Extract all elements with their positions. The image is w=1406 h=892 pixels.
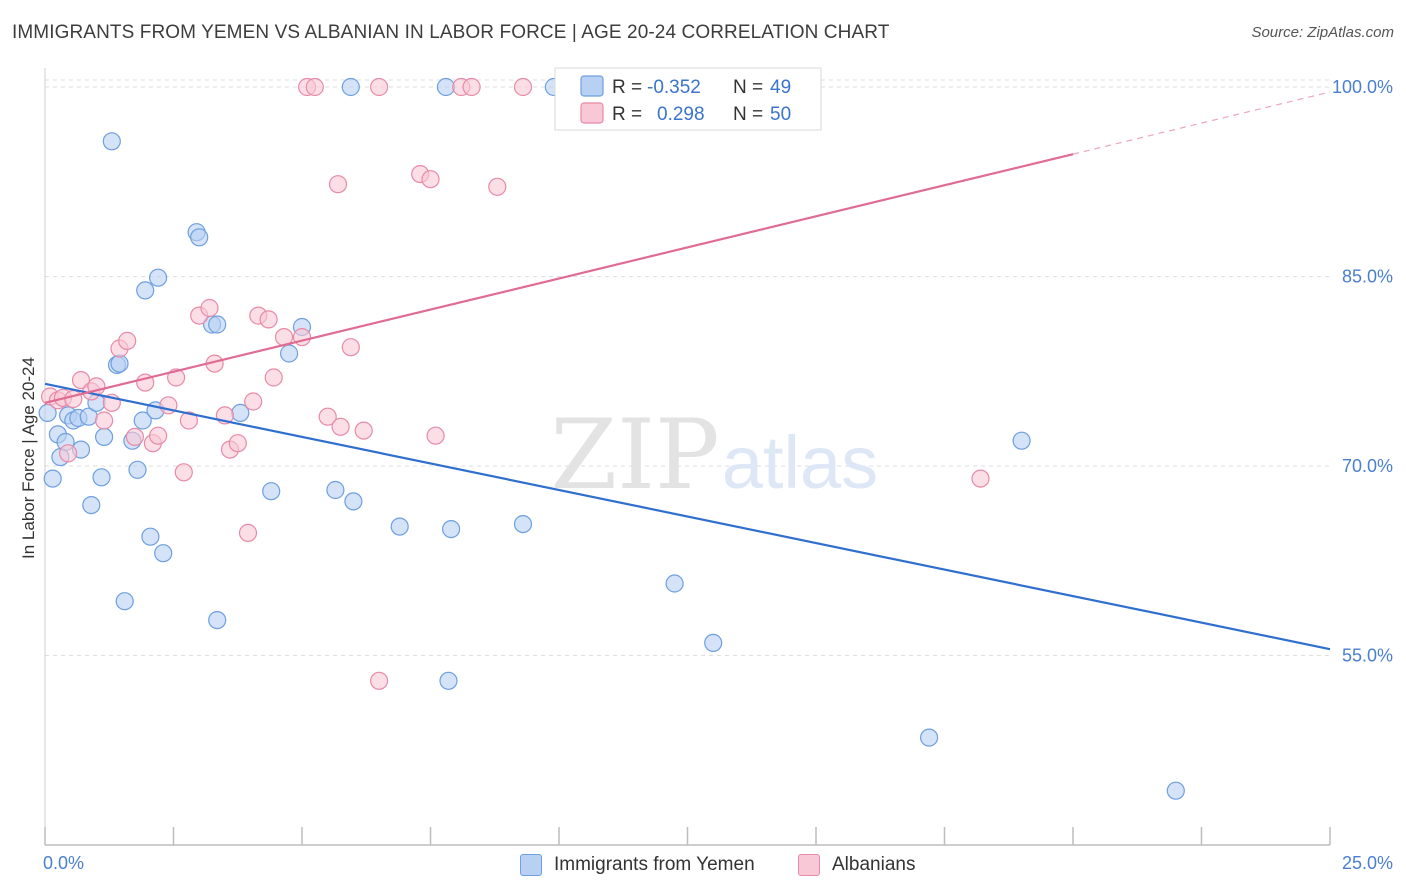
bottom-legend-swatch-yemen: [520, 854, 542, 876]
point-yemen-16: [110, 354, 129, 373]
point-albanians-34: [305, 77, 324, 97]
point-albanians-44: [426, 426, 445, 445]
point-albanians-37: [331, 417, 350, 436]
point-yemen-32: [262, 482, 281, 501]
y-tick-label-70: 70.0%: [1342, 456, 1393, 476]
bottom-legend-swatch-albanians: [798, 854, 820, 876]
trend-lines: [44, 91, 1331, 651]
point-albanians-19: [179, 411, 198, 430]
point-yemen-36: [341, 77, 360, 97]
bottom-legend-label-albanians: Albanians: [832, 854, 916, 875]
legend-r-value-yemen: -0.352: [647, 77, 701, 98]
point-yemen-17: [115, 592, 134, 611]
point-yemen-20: [133, 411, 152, 430]
point-albanians-35: [318, 407, 337, 426]
data-points: [38, 77, 1185, 800]
grid: [45, 79, 1330, 656]
point-albanians-30: [264, 368, 283, 387]
point-albanians-47: [488, 177, 507, 196]
legend-n-label-yemen: N =: [733, 77, 763, 98]
legend-swatch-albanians: [580, 102, 604, 124]
point-yemen-46: [919, 728, 939, 747]
bottom-legend-item-yemen: Immigrants from Yemen: [520, 852, 755, 878]
point-albanians-49: [971, 469, 990, 488]
point-yemen-24: [149, 268, 168, 287]
point-yemen-37: [344, 492, 363, 511]
point-albanians-40: [370, 77, 389, 97]
point-albanians-12: [125, 427, 144, 446]
point-yemen-14: [102, 132, 121, 151]
point-albanians-43: [421, 170, 440, 189]
point-albanians-8: [94, 411, 114, 430]
legend-r-label-albanians: R =: [612, 104, 642, 125]
point-yemen-38: [390, 517, 409, 536]
trend-line-yemen: [44, 382, 1331, 651]
bottom-legend-item-albanians: Albanians: [798, 852, 915, 878]
trend-line-albanians-extension: [1072, 91, 1331, 155]
point-yemen-35: [326, 480, 345, 500]
legend-r-label-yemen: R =: [612, 77, 642, 98]
point-albanians-27: [244, 392, 263, 411]
legend-n-value-albanians: 50: [770, 104, 791, 125]
point-yemen-47: [1012, 431, 1031, 450]
point-albanians-5: [71, 371, 91, 390]
point-yemen-42: [513, 514, 533, 534]
point-albanians-11: [118, 331, 137, 350]
point-yemen-22: [141, 527, 160, 546]
point-albanians-39: [354, 421, 373, 440]
bottom-legend: Immigrants from Yemen Albanians: [0, 852, 1406, 880]
tick-labels: 55.0% 70.0% 85.0% 100.0% 0.0% 25.0%: [43, 77, 1393, 873]
point-yemen-12: [92, 468, 111, 487]
point-yemen-27: [190, 228, 209, 247]
point-albanians-48: [513, 77, 533, 97]
bottom-legend-label-yemen: Immigrants from Yemen: [554, 854, 755, 875]
legend-n-label-albanians: N =: [733, 104, 763, 125]
x-tick-label-25: 25.0%: [1342, 853, 1393, 873]
point-albanians-38: [341, 338, 360, 357]
chart-title: IMMIGRANTS FROM YEMEN VS ALBANIAN IN LAB…: [12, 22, 890, 43]
y-tick-label-55: 55.0%: [1342, 645, 1393, 665]
point-albanians-21: [200, 298, 219, 318]
trend-line-albanians: [44, 153, 1074, 404]
point-yemen-39: [436, 77, 455, 97]
point-albanians-15: [149, 426, 168, 445]
point-albanians-46: [462, 77, 481, 97]
x-tick-label-0: 0.0%: [43, 853, 84, 873]
point-albanians-18: [174, 463, 193, 482]
point-albanians-29: [259, 310, 278, 329]
point-albanians-25: [228, 434, 247, 453]
y-tick-label-85: 85.0%: [1342, 266, 1393, 286]
watermark-atlas: atlas: [722, 421, 878, 504]
point-albanians-3: [58, 444, 78, 463]
legend-n-value-yemen: 49: [770, 77, 791, 98]
point-yemen-40: [439, 671, 458, 690]
point-albanians-41: [370, 671, 389, 690]
point-yemen-48: [1166, 781, 1185, 800]
source-credit: Source: ZipAtlas.com: [1251, 24, 1394, 41]
point-yemen-21: [136, 281, 155, 300]
y-axis-label: In Labor Force | Age 20-24: [19, 357, 38, 559]
y-tick-label-100: 100.0%: [1332, 77, 1393, 97]
point-yemen-13: [94, 427, 114, 446]
point-yemen-33: [280, 344, 299, 363]
watermark-zip: ZIP: [550, 399, 719, 511]
point-yemen-41: [442, 519, 461, 539]
axes: [44, 68, 1331, 846]
point-albanians-36: [328, 175, 348, 194]
point-yemen-29: [208, 315, 227, 334]
watermark: ZIP atlas: [550, 399, 878, 511]
point-albanians-4: [64, 389, 83, 409]
point-albanians-26: [238, 523, 258, 543]
point-yemen-30: [208, 610, 227, 630]
point-yemen-1: [43, 469, 62, 488]
point-yemen-25: [154, 544, 173, 563]
legend-r-value-albanians: 0.298: [657, 104, 705, 125]
legend-swatch-yemen: [580, 75, 604, 97]
point-yemen-45: [704, 633, 723, 653]
legend-box: R = -0.352 N = 49 R = 0.298 N = 50: [554, 67, 822, 131]
point-yemen-10: [82, 496, 101, 515]
point-yemen-44: [665, 574, 684, 593]
point-yemen-19: [128, 460, 147, 479]
